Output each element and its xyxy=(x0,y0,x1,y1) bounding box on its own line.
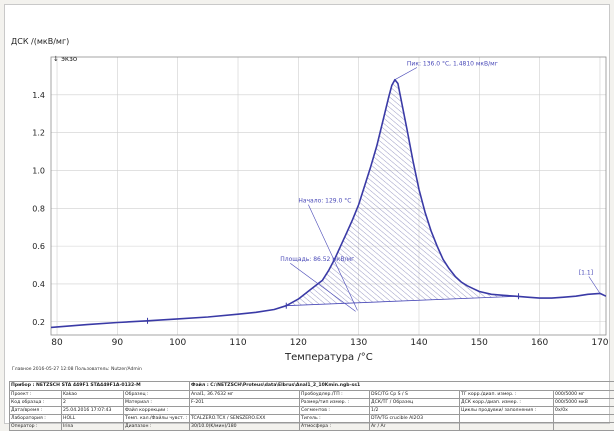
info-header-row: Прибор : NETZSCH STA 449F1 STA449F1A-013… xyxy=(10,382,614,391)
info-key: Атмосфера : xyxy=(300,423,370,431)
info-key: Лаборатория : xyxy=(10,415,62,423)
info-key: Оператор : xyxy=(10,423,62,431)
info-value: 1/2 xyxy=(370,407,460,415)
info-value: ДСК/ТГ / Образец xyxy=(370,399,460,407)
info-key: Размер/тип измер. : xyxy=(300,399,370,407)
footer-note: Главное 2016-05-27 12:08 Пользователь: N… xyxy=(12,366,142,372)
info-value xyxy=(554,415,614,423)
info-key: Образец : xyxy=(124,391,190,399)
info-key: ТГ корр./диап. измер. : xyxy=(460,391,554,399)
x-tick-label: 110 xyxy=(229,338,246,348)
info-key: Сегментов : xyxy=(300,407,370,415)
info-value: TCALZERO.TCX / SENSZERO.EXX xyxy=(190,415,300,423)
exo-label: ↓ экзо xyxy=(53,55,77,63)
info-row: Лаборатория : HOLL Темп. кал./Файлы чувс… xyxy=(10,415,614,423)
dsc-chart: ДСК /(мкВ/мг) ↓ экзо Температура /°C Гла… xyxy=(5,5,611,377)
info-key: Материал : xyxy=(124,399,190,407)
info-value xyxy=(190,407,300,415)
y-tick-label: 1.4 xyxy=(32,91,45,100)
info-row: Дата/время : 25.04.2016 17:07:43 Файл ко… xyxy=(10,407,614,415)
info-key: Темп. кал./Файлы чувст. : xyxy=(124,415,190,423)
info-value: Anal1, 36.7632 мг xyxy=(190,391,300,399)
info-value: 30/10.0(K/мин)/180 xyxy=(190,423,300,431)
info-key: Проект : xyxy=(10,391,62,399)
annotation-label: Начало: 129.0 °C xyxy=(298,198,351,205)
tick-labels: 80 90 100 110 120 130 140 150 160 170 0.2 0.4 0.6 0.8… xyxy=(32,91,609,348)
instrument-cell: Прибор : NETZSCH STA 449F1 STA449F1A-013… xyxy=(10,382,190,391)
info-value: 000/5000 мкВ xyxy=(554,399,614,407)
x-tick-label: 90 xyxy=(112,338,124,348)
y-axis-label: ДСК /(мкВ/мг) xyxy=(11,37,69,46)
x-tick-label: 100 xyxy=(169,338,186,348)
measurement-info-table: Прибор : NETZSCH STA 449F1 STA449F1A-013… xyxy=(9,381,614,431)
annotation-label: Площадь: 86.52 мкВ/мг xyxy=(280,256,354,263)
info-value: HOLL xyxy=(62,415,124,423)
x-tick-label: 170 xyxy=(591,338,608,348)
annotation-leader xyxy=(395,68,417,80)
x-axis-label: Температура /°C xyxy=(284,352,373,363)
annotation-leader xyxy=(589,276,600,293)
info-value: 000/5000 мг xyxy=(554,391,614,399)
info-key: Код образца : xyxy=(10,399,62,407)
y-tick-label: 1.0 xyxy=(32,166,45,175)
y-tick-label: 0.4 xyxy=(32,280,45,289)
info-value: DTA/TG crucible Al2O3 xyxy=(370,415,460,423)
info-value xyxy=(554,423,614,431)
annotation-label: Пик: 136.0 °C, 1.4810 мкВ/мг xyxy=(407,61,498,68)
annotation-label: [1.1] xyxy=(579,269,593,276)
chart-window: ДСК /(мкВ/мг) ↓ экзо Температура /°C Гла… xyxy=(4,4,610,424)
info-key: Файл коррекции : xyxy=(124,407,190,415)
info-key: Пробоудлер./ТП : xyxy=(300,391,370,399)
x-tick-label: 80 xyxy=(51,338,63,348)
info-value: F-201 xyxy=(190,399,300,407)
info-row: Код образца : 2 Материал : F-201 Размер/… xyxy=(10,399,614,407)
info-value: 25.04.2016 17:07:43 xyxy=(62,407,124,415)
info-value: Kakao xyxy=(62,391,124,399)
info-value: 2 xyxy=(62,399,124,407)
y-tick-label: 1.2 xyxy=(32,129,45,138)
y-tick-label: 0.2 xyxy=(32,318,45,327)
x-tick-label: 120 xyxy=(290,338,307,348)
info-row: Оператор : Irina Диапазон : 30/10.0(K/ми… xyxy=(10,423,614,431)
info-key: ДСК корр./диап. измер. : xyxy=(460,399,554,407)
info-value: 0x/0x xyxy=(554,407,614,415)
info-row: Проект : Kakao Образец : Anal1, 36.7632 … xyxy=(10,391,614,399)
y-tick-label: 0.6 xyxy=(32,242,45,251)
x-tick-label: 140 xyxy=(410,338,427,348)
file-cell: Файл : C:\NETZSCH\Proteus\data\Elbrus\An… xyxy=(190,382,614,391)
peak-area-hatch xyxy=(286,80,518,306)
info-key xyxy=(460,415,554,423)
info-key: Дата/время : xyxy=(10,407,62,415)
info-key xyxy=(460,423,554,431)
x-tick-label: 160 xyxy=(531,338,548,348)
info-value: Irina xyxy=(62,423,124,431)
x-tick-label: 150 xyxy=(471,338,488,348)
info-key: Тигель : xyxy=(300,415,370,423)
info-value: Ar / Ar xyxy=(370,423,460,431)
info-key: Диапазон : xyxy=(124,423,190,431)
info-value: DSC/TG Cp S / S xyxy=(370,391,460,399)
y-tick-label: 0.8 xyxy=(32,204,45,213)
info-key: Циклы продувки/ заполнения : xyxy=(460,407,554,415)
x-tick-label: 130 xyxy=(350,338,367,348)
